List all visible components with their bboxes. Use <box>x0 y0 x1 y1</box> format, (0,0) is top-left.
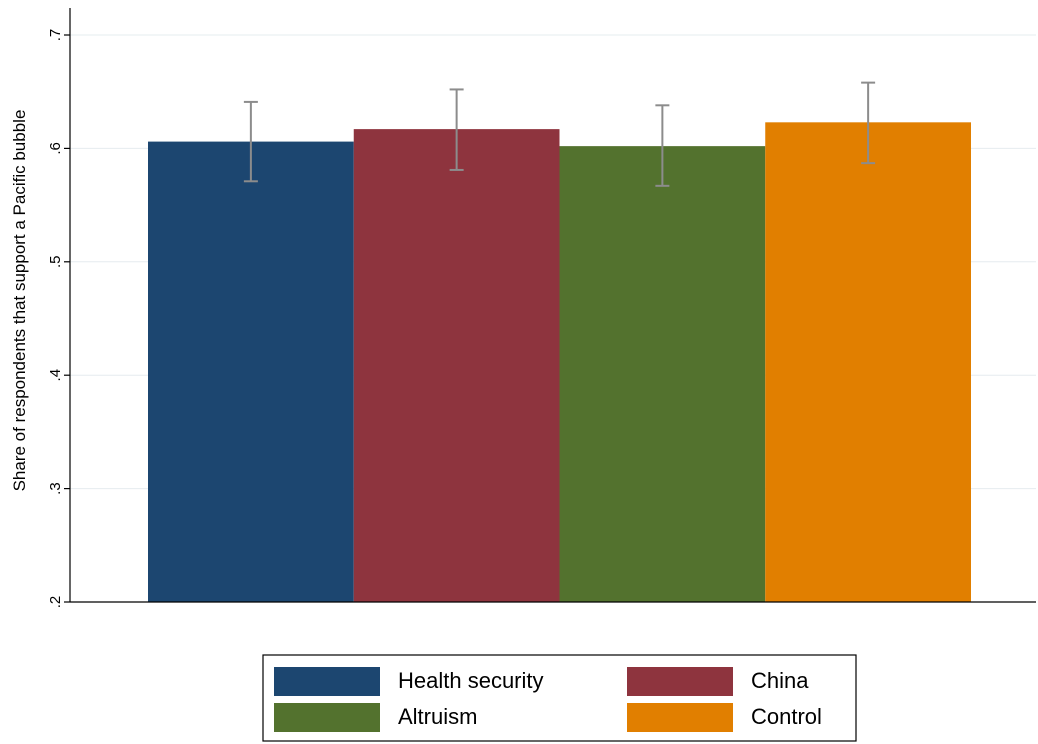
error-bar <box>861 81 876 165</box>
legend-label: Health security <box>398 668 544 693</box>
bar-altruism <box>559 146 766 602</box>
y-tick-label: .2 <box>47 596 64 609</box>
error-bar <box>449 88 464 171</box>
y-tick-label: .3 <box>47 482 64 495</box>
legend-swatch <box>274 667 380 696</box>
legend-swatch <box>274 703 380 732</box>
legend-items: Health security China Altruism Control <box>274 667 822 732</box>
legend-label: Altruism <box>398 704 477 729</box>
error-bar <box>243 100 258 183</box>
legend-label: China <box>751 668 809 693</box>
error-bar <box>655 104 670 187</box>
legend-swatch <box>627 667 733 696</box>
legend-label: Control <box>751 704 822 729</box>
y-tick-label: .6 <box>47 142 64 155</box>
bar-china <box>353 129 560 602</box>
y-tick-label: .5 <box>47 256 64 269</box>
error-bars <box>243 81 876 187</box>
y-tick-label: .7 <box>47 29 64 42</box>
bar-health-security <box>148 141 354 602</box>
y-ticks: .2 .3 .4 .5 .6 .7 <box>47 29 70 609</box>
legend: Health security China Altruism Control <box>262 654 857 742</box>
bars <box>148 122 971 603</box>
legend-swatch <box>627 703 733 732</box>
bar-control <box>765 122 971 603</box>
y-axis-label: Share of respondents that support a Paci… <box>10 110 29 492</box>
y-tick-label: .4 <box>47 369 64 382</box>
